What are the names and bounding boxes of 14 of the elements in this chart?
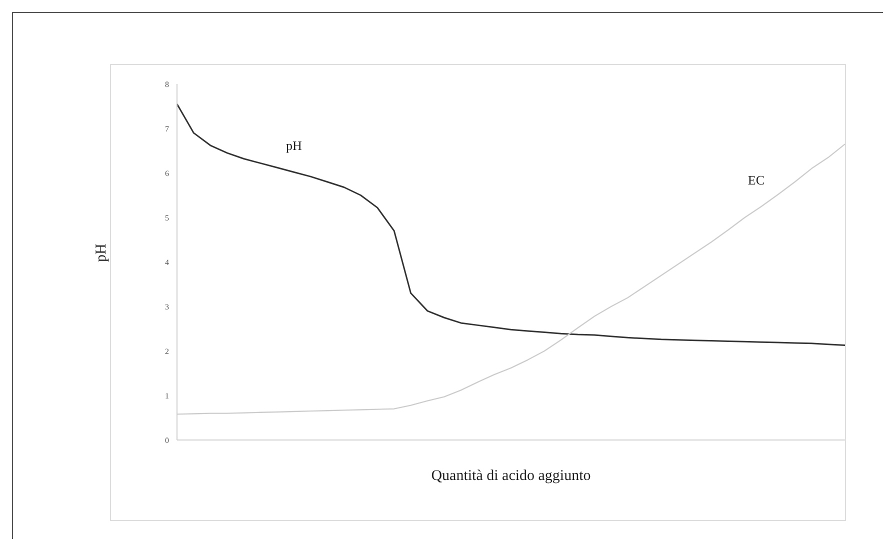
line-series — [176, 103, 846, 346]
y-tick-label: 2 — [165, 346, 169, 356]
y-tick-label: 8 — [165, 80, 169, 89]
y-tick-label: 4 — [165, 258, 169, 267]
y-tick-label: 3 — [165, 302, 169, 312]
y-tick-label: 1 — [165, 391, 169, 400]
series-label: EC — [748, 172, 765, 188]
y-tick-label: 6 — [165, 168, 169, 178]
x-axis-title: Quantità di acido aggiunto — [431, 468, 591, 484]
y-axis-title: pH — [93, 244, 110, 262]
y-tick-label: 0 — [165, 436, 169, 445]
series-label: pH — [286, 138, 302, 154]
y-tick-label: 7 — [165, 124, 169, 134]
y-tick-label: 5 — [165, 213, 169, 222]
